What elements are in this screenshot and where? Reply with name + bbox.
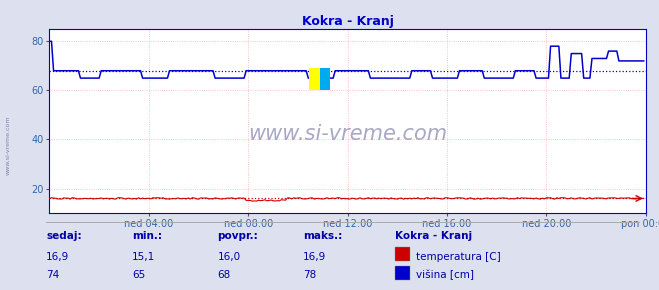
Text: 16,0: 16,0 xyxy=(217,251,241,262)
Text: 16,9: 16,9 xyxy=(46,251,69,262)
Text: 16,9: 16,9 xyxy=(303,251,326,262)
Text: www.si-vreme.com: www.si-vreme.com xyxy=(5,115,11,175)
FancyBboxPatch shape xyxy=(309,68,320,90)
Text: maks.:: maks.: xyxy=(303,231,343,241)
Text: min.:: min.: xyxy=(132,231,162,241)
Text: www.si-vreme.com: www.si-vreme.com xyxy=(248,124,447,144)
Text: 68: 68 xyxy=(217,270,231,280)
Text: 78: 78 xyxy=(303,270,316,280)
Text: 74: 74 xyxy=(46,270,59,280)
Text: 65: 65 xyxy=(132,270,145,280)
Text: 15,1: 15,1 xyxy=(132,251,155,262)
Text: povpr.:: povpr.: xyxy=(217,231,258,241)
FancyBboxPatch shape xyxy=(320,68,330,90)
Text: višina [cm]: višina [cm] xyxy=(416,270,474,280)
Text: Kokra - Kranj: Kokra - Kranj xyxy=(395,231,473,241)
Text: sedaj:: sedaj: xyxy=(46,231,82,241)
Title: Kokra - Kranj: Kokra - Kranj xyxy=(302,15,393,28)
Text: temperatura [C]: temperatura [C] xyxy=(416,251,501,262)
